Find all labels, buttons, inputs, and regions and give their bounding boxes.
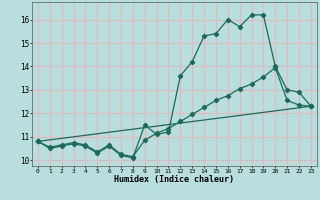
X-axis label: Humidex (Indice chaleur): Humidex (Indice chaleur) [115,175,234,184]
